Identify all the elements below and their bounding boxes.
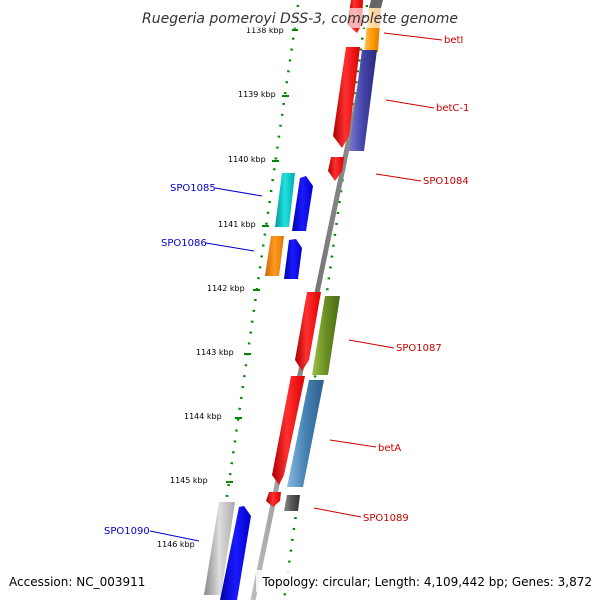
gene-SPO1086-arrow[interactable]: [284, 239, 302, 279]
leader-betC-1: [385, 99, 435, 109]
scale-label-1140: 1140 kbp: [228, 155, 266, 164]
scale-label-1146: 1146 kbp: [157, 540, 195, 549]
scale-label-1141: 1141 kbp: [218, 220, 256, 229]
gene-SPO1089[interactable]: [266, 492, 300, 511]
outer-scale-track: [282, 4, 369, 600]
gene-label-SPO1085[interactable]: SPO1085: [170, 183, 216, 194]
scale-label-1143: 1143 kbp: [196, 348, 234, 357]
gene-SPO1085[interactable]: [275, 173, 313, 231]
label-leaders: [149, 32, 443, 542]
gene-SPO1086[interactable]: [265, 236, 302, 279]
gene-SPO1085-feature[interactable]: [275, 173, 295, 227]
gene-betC-1-feature[interactable]: [349, 50, 377, 151]
gene-SPO1089-arrow[interactable]: [266, 492, 281, 507]
gene-SPO1089-feature[interactable]: [284, 495, 300, 511]
scale-label-1139: 1139 kbp: [238, 90, 276, 99]
gene-betA-arrow[interactable]: [272, 376, 305, 485]
leader-SPO1089: [313, 507, 362, 518]
gene-betC-1[interactable]: [333, 47, 377, 151]
scale-label-1142: 1142 kbp: [207, 284, 245, 293]
gene-SPO1090-feature[interactable]: [204, 502, 235, 595]
accession-text: Accession: NC_003911: [9, 575, 145, 589]
footer-backdrop-right: [256, 570, 600, 592]
gene-SPO1087-arrow[interactable]: [295, 292, 321, 371]
gene-SPO1086-feature[interactable]: [265, 236, 284, 276]
gene-SPO1087[interactable]: [295, 292, 340, 375]
inner-scale-track: [210, 4, 300, 600]
page-title: Ruegeria pomeroyi DSS-3, complete genome: [142, 11, 458, 27]
scale-label-1144: 1144 kbp: [184, 412, 222, 421]
leader-betA: [329, 439, 377, 448]
gene-label-betI[interactable]: betI: [444, 35, 463, 46]
gene-label-SPO1090[interactable]: SPO1090: [104, 526, 150, 537]
gene-SPO1084-arrow[interactable]: [328, 157, 344, 181]
gene-SPO1090[interactable]: [204, 502, 251, 600]
leader-SPO1084: [375, 173, 422, 182]
gene-betI-feature-top: [369, 0, 383, 8]
scale-labels: 1138 kbp 1139 kbp 1140 kbp 1141 kbp 1142…: [157, 26, 284, 549]
gene-label-SPO1084[interactable]: SPO1084: [423, 176, 469, 187]
gene-SPO1090-arrow[interactable]: [220, 506, 251, 600]
genome-summary-text: Topology: circular; Length: 4,109,442 bp…: [261, 575, 592, 589]
gene-SPO1085-arrow[interactable]: [292, 176, 313, 231]
gene-SPO1087-feature[interactable]: [312, 296, 340, 375]
gene-label-betC-1[interactable]: betC-1: [436, 103, 469, 114]
gene-betA-feature[interactable]: [287, 380, 324, 487]
map-layer: 1138 kbp 1139 kbp 1140 kbp 1141 kbp 1142…: [104, 0, 469, 600]
gene-label-betA[interactable]: betA: [378, 443, 401, 454]
gene-betC-1-arrow[interactable]: [333, 47, 360, 148]
gene-labels: betI betC-1 SPO1084 SPO1087 betA SPO1089…: [104, 35, 469, 537]
scale-label-1138: 1138 kbp: [246, 26, 284, 35]
leader-SPO1087: [348, 339, 395, 349]
leader-SPO1086: [205, 242, 255, 252]
leader-betI: [383, 32, 443, 41]
leader-SPO1090: [149, 530, 200, 542]
footer-backdrop-left: [0, 570, 160, 592]
gene-label-SPO1086[interactable]: SPO1086: [161, 238, 207, 249]
gene-betA[interactable]: [272, 376, 324, 487]
gene-label-SPO1089[interactable]: SPO1089: [363, 513, 409, 524]
scale-label-1145: 1145 kbp: [170, 476, 208, 485]
leader-SPO1085: [214, 187, 263, 197]
title-backdrop: [140, 8, 460, 28]
gene-label-SPO1087[interactable]: SPO1087: [396, 343, 442, 354]
gene-SPO1084[interactable]: [328, 157, 344, 181]
